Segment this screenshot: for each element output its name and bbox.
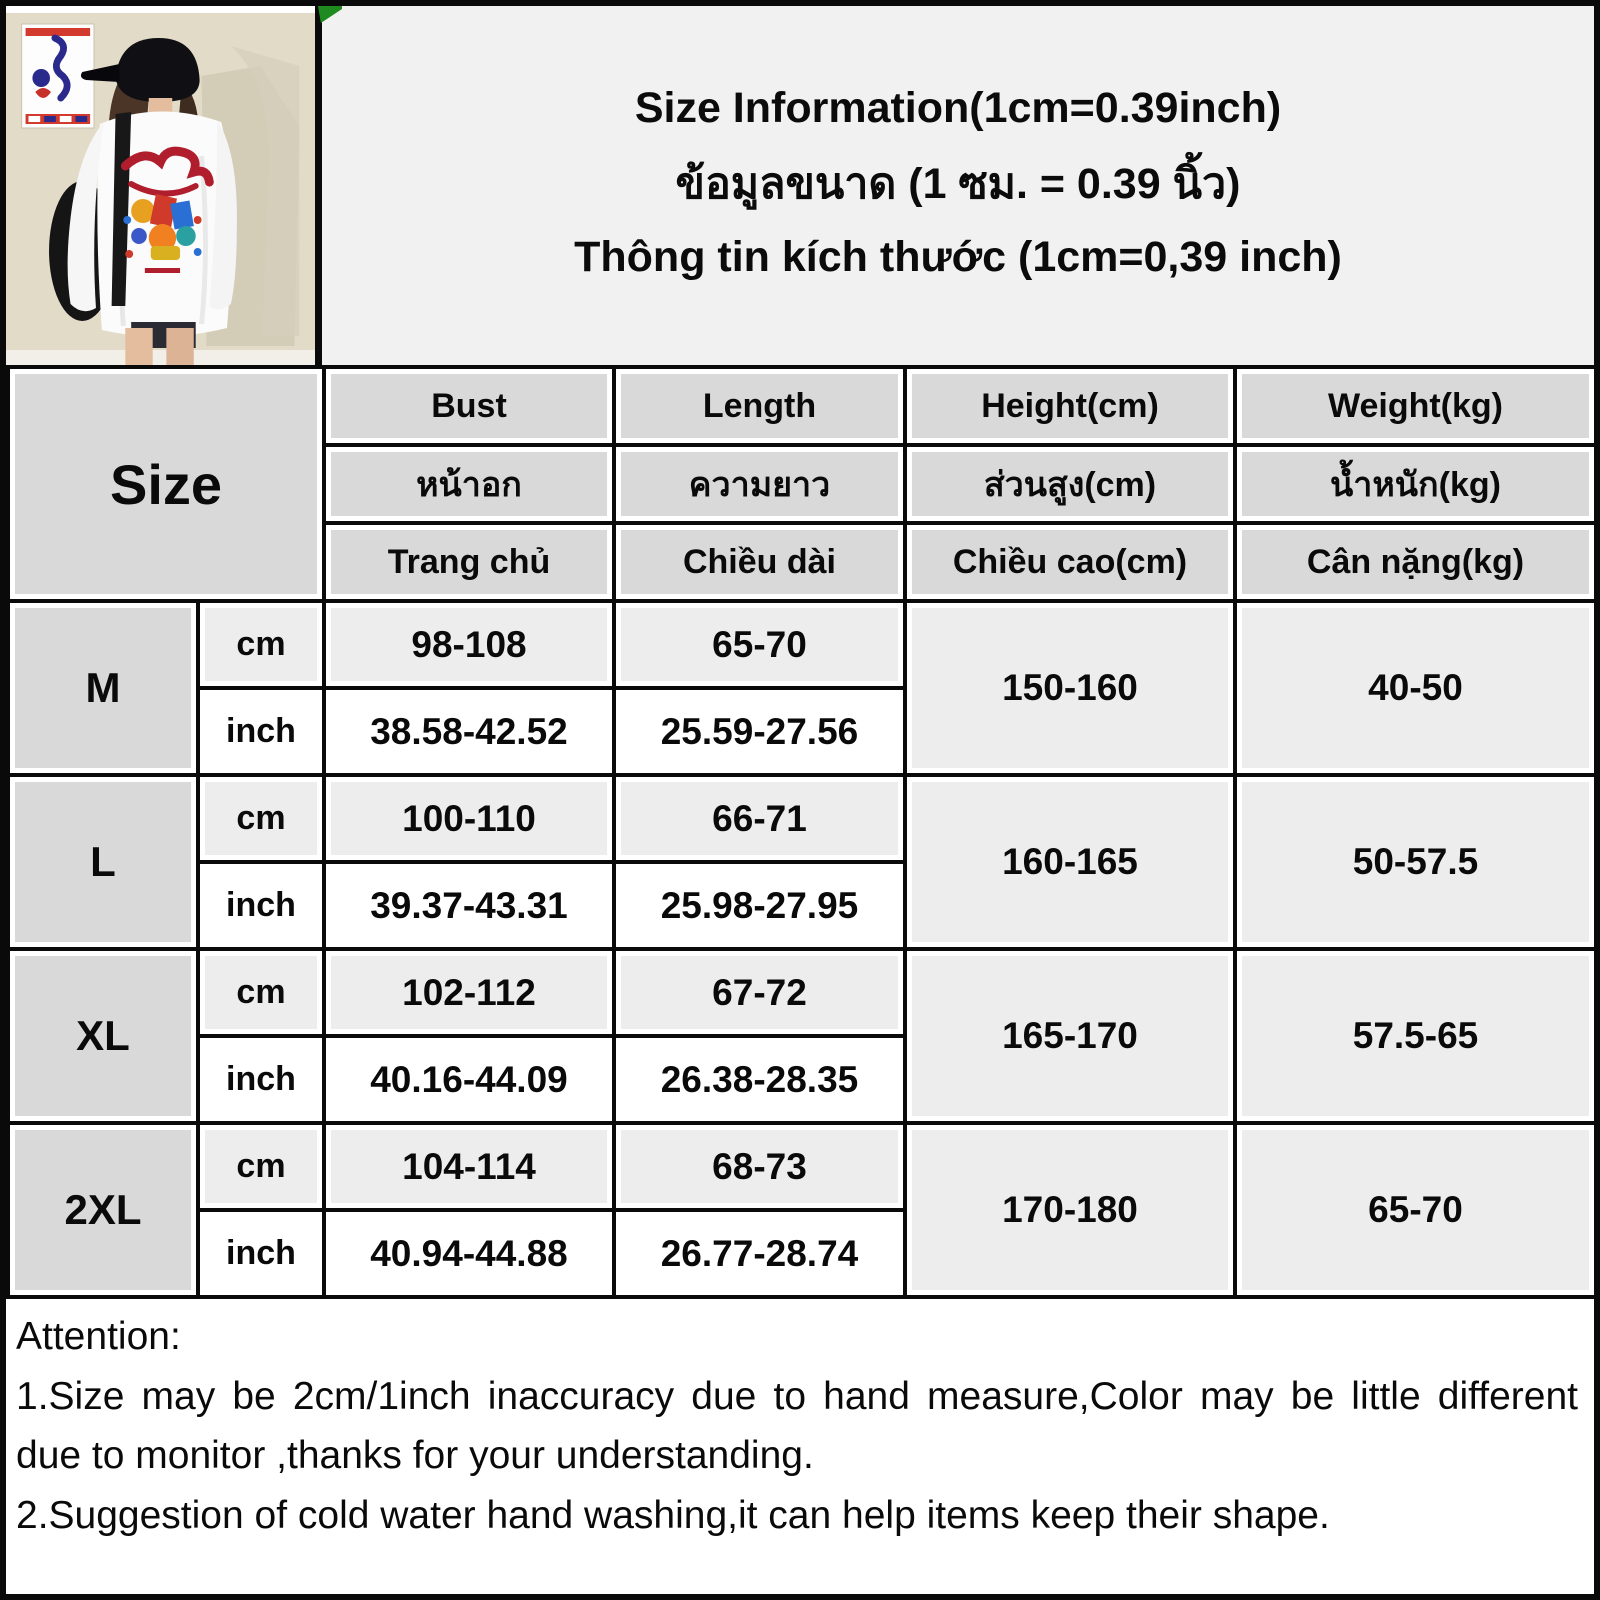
col-header-weight-vi: Cân nặng(kg) xyxy=(1233,521,1594,603)
bust-cm-xl: 102-112 xyxy=(322,947,616,1038)
col-header-height-en: Height(cm) xyxy=(903,365,1237,447)
attention-heading: Attention: xyxy=(16,1315,181,1358)
col-header-length-vi: Chiều dài xyxy=(612,521,907,603)
length-inch-m: 25.59-27.56 xyxy=(612,686,907,777)
title-panel: Size Information(1cm=0.39inch) ข้อมูลขนา… xyxy=(322,6,1594,365)
top-band: Size Information(1cm=0.39inch) ข้อมูลขนา… xyxy=(6,6,1594,365)
table-row: inch 40.94-44.88 26.77-28.74 xyxy=(8,1208,1594,1299)
unit-label-cm: cm xyxy=(196,947,326,1038)
col-header-height-vi: Chiều cao(cm) xyxy=(903,521,1237,603)
shirt-graphic xyxy=(120,146,214,273)
table-row: inch 38.58-42.52 25.59-27.56 xyxy=(8,686,1594,777)
table-row: 2XL cm 104-114 68-73 170-180 65-70 xyxy=(6,1121,1594,1299)
title-vietnamese: Thông tin kích thước (1cm=0,39 inch) xyxy=(574,232,1342,281)
col-header-weight-th: น้ำหนัก(kg) xyxy=(1233,443,1594,525)
length-cm-xl: 67-72 xyxy=(612,947,907,1038)
length-inch-l: 25.98-27.95 xyxy=(612,860,907,951)
weight-m: 40-50 xyxy=(1233,599,1594,777)
size-label-2xl: 2XL xyxy=(6,1121,200,1299)
bust-inch-2xl: 40.94-44.88 xyxy=(322,1208,616,1299)
weight-xl: 57.5-65 xyxy=(1233,947,1594,1125)
col-header-bust-vi: Trang chủ xyxy=(322,521,616,603)
height-2xl: 170-180 xyxy=(903,1121,1237,1299)
col-header-bust-th: หน้าอก xyxy=(322,443,616,525)
table-row: inch 39.37-43.31 25.98-27.95 xyxy=(8,860,1594,951)
table-row: L cm 100-110 66-71 160-165 50-57.5 xyxy=(6,773,1594,951)
weight-l: 50-57.5 xyxy=(1233,773,1594,951)
wall-poster xyxy=(21,23,95,129)
unit-label-inch: inch xyxy=(196,686,326,777)
length-cm-l: 66-71 xyxy=(612,773,907,864)
bust-cm-2xl: 104-114 xyxy=(322,1121,616,1212)
size-header-cell: Size xyxy=(6,365,326,603)
unit-label-cm: cm xyxy=(196,773,326,864)
product-photo-illustration xyxy=(6,6,315,365)
bust-cm-l: 100-110 xyxy=(322,773,616,864)
size-label-m: M xyxy=(6,599,200,777)
bust-inch-xl: 40.16-44.09 xyxy=(322,1034,616,1125)
bust-inch-m: 38.58-42.52 xyxy=(322,686,616,777)
unit-label-inch: inch xyxy=(196,860,326,951)
attention-note-1: 1.Size may be 2cm/1inch inaccuracy due t… xyxy=(16,1374,1578,1478)
length-inch-xl: 26.38-28.35 xyxy=(612,1034,907,1125)
size-table: Size Bust Length Height(cm) Weight(kg) ห… xyxy=(6,365,1594,1299)
product-photo xyxy=(6,6,322,365)
weight-2xl: 65-70 xyxy=(1233,1121,1594,1299)
col-header-length-th: ความยาว xyxy=(612,443,907,525)
table-row: M cm 98-108 65-70 150-160 40-50 xyxy=(6,599,1594,777)
col-header-length-en: Length xyxy=(612,365,907,447)
table-row: inch 40.16-44.09 26.38-28.35 xyxy=(8,1034,1594,1125)
col-header-bust-en: Bust xyxy=(322,365,616,447)
height-m: 150-160 xyxy=(903,599,1237,777)
bust-cm-m: 98-108 xyxy=(322,599,616,690)
title-thai: ข้อมูลขนาด (1 ซม. = 0.39 นิ้ว) xyxy=(675,159,1241,208)
col-header-weight-en: Weight(kg) xyxy=(1233,365,1594,447)
length-cm-2xl: 68-73 xyxy=(612,1121,907,1212)
size-label-l: L xyxy=(6,773,200,951)
size-label-xl: XL xyxy=(6,947,200,1125)
length-inch-2xl: 26.77-28.74 xyxy=(612,1208,907,1299)
unit-label-inch: inch xyxy=(196,1208,326,1299)
attention-note-2: 2.Suggestion of cold water hand washing,… xyxy=(16,1493,1330,1537)
attention-section: Attention: 1.Size may be 2cm/1inch inacc… xyxy=(6,1299,1594,1594)
table-row: XL cm 102-112 67-72 165-170 57.5-65 xyxy=(6,947,1594,1125)
unit-label-cm: cm xyxy=(196,599,326,690)
col-header-height-th: ส่วนสูง(cm) xyxy=(903,443,1237,525)
bust-inch-l: 39.37-43.31 xyxy=(322,860,616,951)
unit-label-cm: cm xyxy=(196,1121,326,1212)
title-english: Size Information(1cm=0.39inch) xyxy=(634,83,1282,132)
height-xl: 165-170 xyxy=(903,947,1237,1125)
unit-label-inch: inch xyxy=(196,1034,326,1125)
length-cm-m: 65-70 xyxy=(612,599,907,690)
height-l: 160-165 xyxy=(903,773,1237,951)
